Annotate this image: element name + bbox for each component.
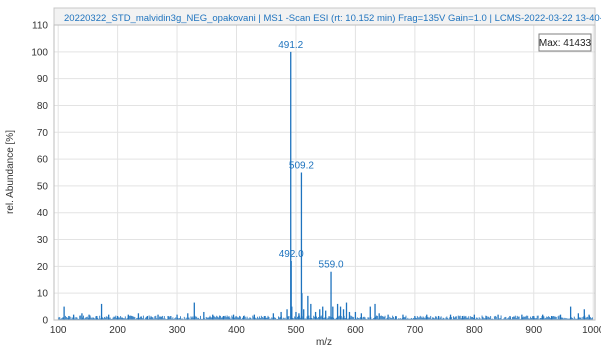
peak-label: 559.0 (319, 260, 344, 271)
x-tick-label: 200 (109, 325, 126, 336)
peak-labels: 491.2 509.2 492.0 559.0 (278, 40, 344, 271)
x-tick-label: 300 (169, 325, 186, 336)
peak-label: 491.2 (278, 40, 303, 51)
x-tick-label: 1000 (582, 325, 601, 336)
y-axis-title: rel. Abundance [%] (5, 130, 16, 214)
y-tick-label: 110 (32, 21, 48, 32)
y-tick-label: 90 (37, 74, 49, 85)
peak-label: 509.2 (289, 161, 314, 172)
x-tick-label: 800 (466, 325, 483, 336)
y-tick-label: 20 (37, 262, 49, 273)
x-tick-label: 700 (407, 325, 424, 336)
plot-frame (53, 24, 596, 321)
y-tick-label: 50 (37, 181, 49, 192)
y-tick-label: 100 (31, 47, 48, 58)
axis-ticks: 0 10 20 30 40 50 60 70 80 90 100 110 100 200 300 400 500… (31, 21, 601, 337)
x-tick-label: 900 (525, 325, 542, 336)
chart-title: 20220322_STD_malvidin3g_NEG_opakovani | … (64, 13, 601, 24)
y-tick-label: 70 (37, 128, 49, 139)
max-label: Max: 41433 (539, 38, 592, 49)
y-tick-label: 30 (37, 235, 49, 246)
x-tick-label: 600 (347, 325, 364, 336)
max-box (538, 33, 592, 52)
y-tick-label: 10 (37, 289, 49, 300)
x-tick-label: 400 (228, 325, 245, 336)
grid (54, 24, 595, 321)
y-tick-label: 60 (37, 155, 49, 166)
x-tick-label: 100 (50, 325, 67, 336)
y-tick-label: 0 (42, 316, 48, 327)
peak-label: 492.0 (279, 249, 304, 260)
y-tick-label: 40 (37, 208, 49, 219)
x-axis-title: m/z (316, 337, 332, 348)
y-tick-label: 80 (37, 101, 49, 112)
x-tick-label: 500 (288, 325, 305, 336)
